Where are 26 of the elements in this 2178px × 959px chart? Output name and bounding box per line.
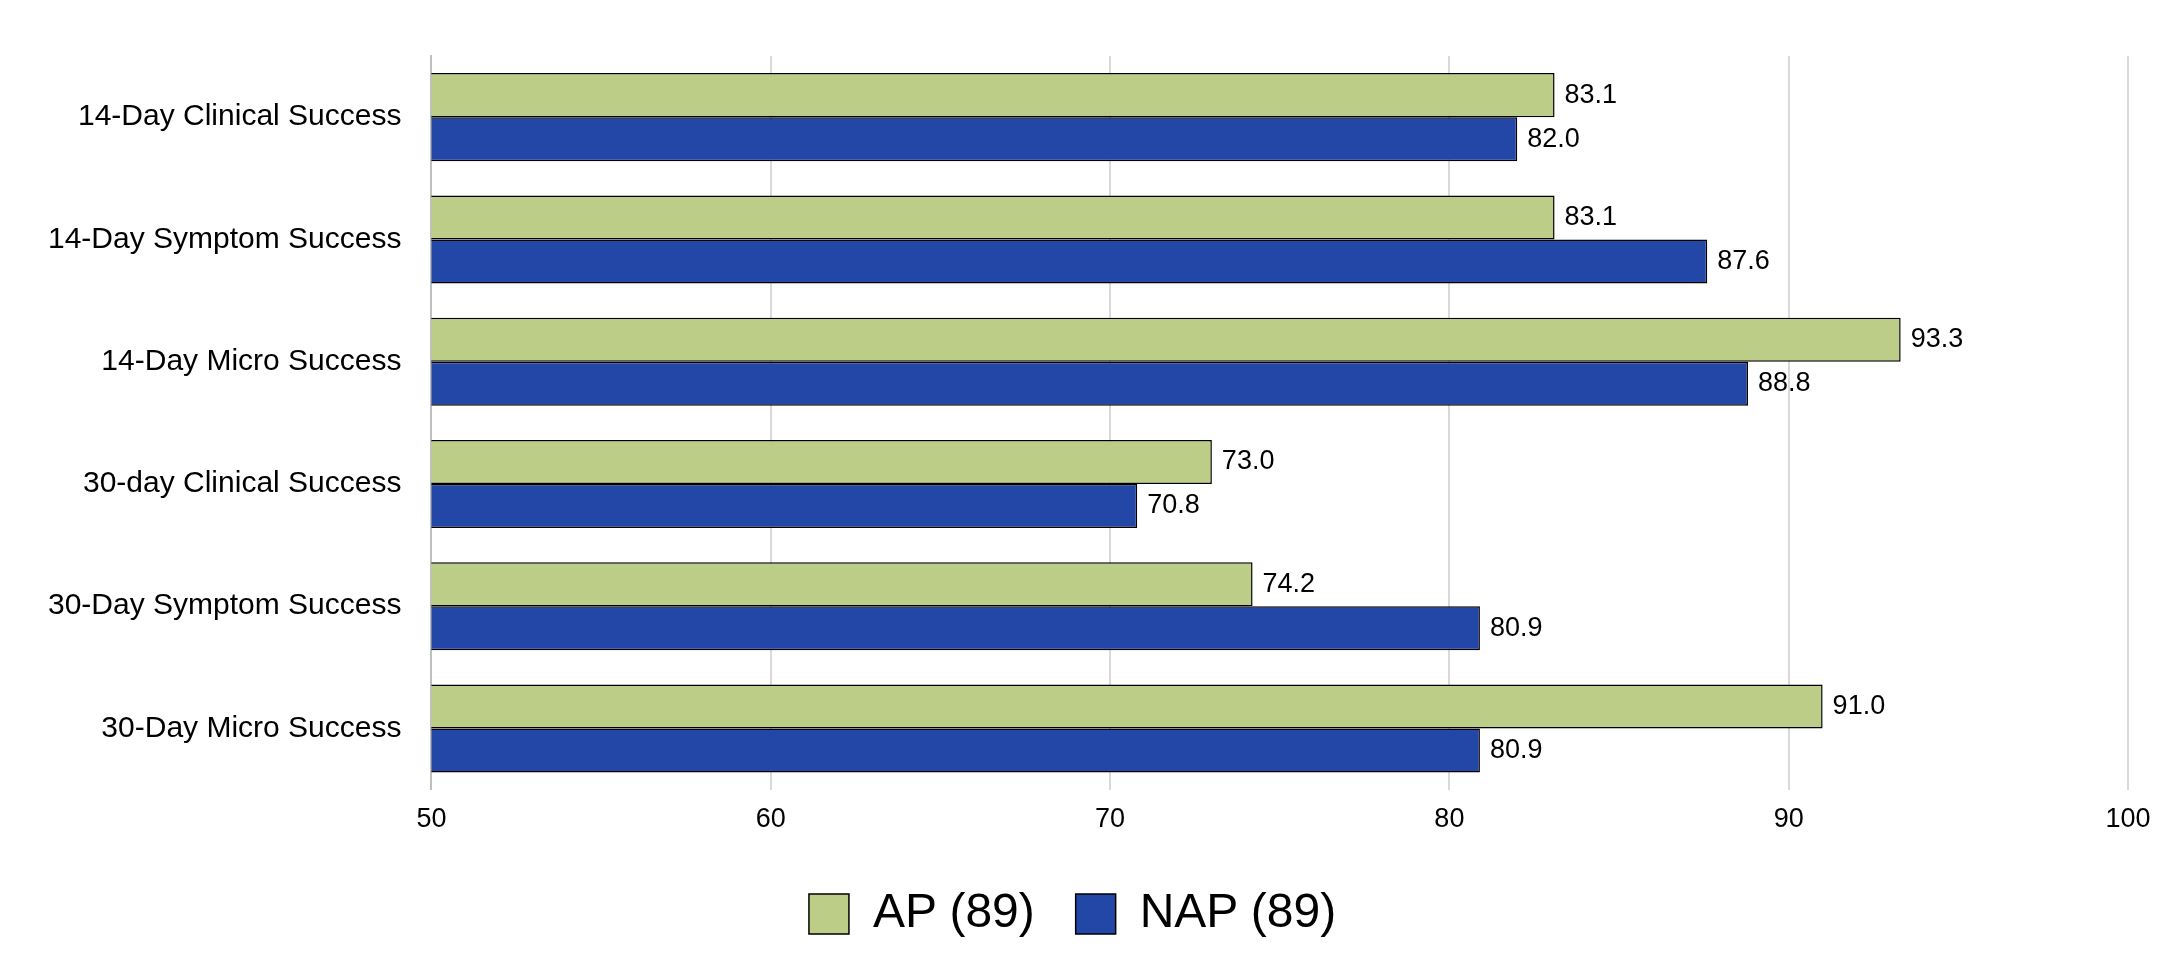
x-tick-label: 60 (755, 803, 786, 834)
data-label: 87.6 (1717, 244, 1770, 275)
data-label: 74.2 (1262, 567, 1316, 598)
data-label: 80.9 (1489, 611, 1543, 642)
data-label: 83.1 (1564, 78, 1618, 109)
y-tick-label: 30-Day Symptom Success (48, 587, 402, 621)
y-tick-label: 30-day Clinical Success (82, 465, 402, 499)
x-tick-label: 50 (416, 803, 447, 834)
data-label: 88.8 (1757, 367, 1811, 398)
data-label: 82.0 (1527, 122, 1580, 153)
x-tick-label: 80 (1434, 803, 1465, 834)
legend-label: AP (89) (872, 884, 1035, 938)
x-tick-label: 90 (1773, 803, 1804, 834)
y-tick-label: 14-Day Clinical Success (78, 98, 402, 132)
y-tick-label: 14-Day Symptom Success (48, 220, 402, 254)
data-label: 80.9 (1489, 733, 1543, 764)
x-tick-label: 100 (2105, 803, 2151, 834)
y-tick-label: 30-Day Micro Success (101, 709, 402, 743)
data-label: 73.0 (1221, 445, 1275, 476)
legend-label: NAP (89) (1139, 884, 1337, 938)
x-tick-label: 70 (1095, 803, 1126, 834)
data-label: 91.0 (1832, 689, 1886, 720)
data-label: 93.3 (1910, 323, 1964, 354)
data-label: 70.8 (1147, 489, 1200, 520)
data-label: 83.1 (1564, 200, 1618, 231)
y-tick-label: 14-Day Micro Success (101, 342, 402, 376)
